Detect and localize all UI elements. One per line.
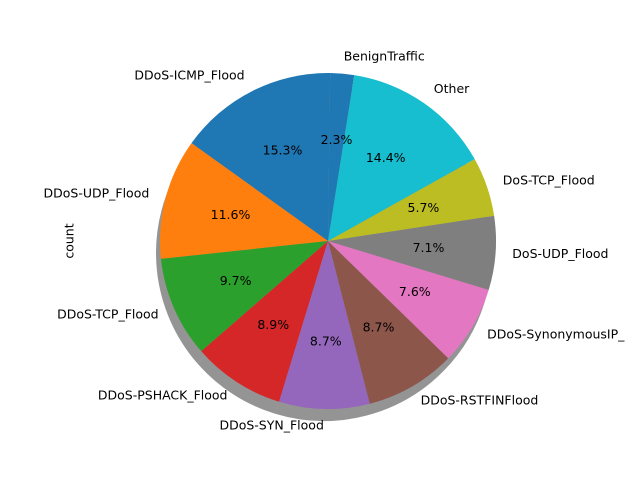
pie-slice-label: DDoS-TCP_Flood bbox=[57, 306, 159, 321]
pie-percent-label: 7.1% bbox=[413, 240, 445, 255]
pie-percent-label: 14.4% bbox=[366, 150, 406, 165]
pie-slice bbox=[201, 241, 328, 402]
pie-percent-label: 7.6% bbox=[399, 284, 431, 299]
pie-percent-label: 2.3% bbox=[321, 132, 353, 147]
pie-slice bbox=[160, 143, 328, 259]
pie-slice bbox=[328, 241, 489, 359]
pie-slice-label: BenignTraffic bbox=[344, 48, 425, 63]
pie-slice bbox=[328, 159, 495, 241]
pie-percent-label: 11.6% bbox=[211, 207, 251, 222]
pie-percent-label: 5.7% bbox=[408, 200, 440, 215]
pie-slice-label: DDoS-SynonymousIP_ bbox=[487, 327, 625, 342]
pie-percent-labels: 2.3% 15.3% 11.6% 9.7% 8.9% 8.7% 8.7% 7.6% 7.1% 5.… bbox=[211, 132, 445, 348]
pie-percent-label: 8.7% bbox=[363, 320, 395, 335]
y-axis-label: count bbox=[62, 223, 77, 258]
pie-slice-labels: BenignTraffic DDoS-ICMP_Flood DDoS-UDP_Flo… bbox=[43, 48, 625, 432]
pie-slice bbox=[328, 73, 355, 241]
pie-percent-label: 8.9% bbox=[257, 317, 289, 332]
pie-slice bbox=[279, 241, 370, 409]
pie-slice-label: DDoS-PSHACK_Flood bbox=[98, 388, 228, 403]
pie-slice-label: Other bbox=[434, 81, 470, 96]
pie-slice bbox=[160, 241, 328, 352]
pie-slice bbox=[191, 72, 331, 242]
pie-slice bbox=[328, 241, 449, 404]
pie-percent-label: 9.7% bbox=[220, 273, 252, 288]
pie-slice-label: DDoS-RSTFINFlood bbox=[421, 392, 539, 407]
pie-slices bbox=[160, 72, 496, 409]
pie-slice bbox=[328, 215, 496, 290]
pie-percent-label: 15.3% bbox=[263, 143, 303, 158]
pie-slice-label: DDoS-UDP_Flood bbox=[43, 185, 149, 200]
pie-slice-label: DoS-UDP_Flood bbox=[512, 246, 608, 261]
pie-slice bbox=[328, 75, 475, 241]
pie-slice-label: DoS-TCP_Flood bbox=[503, 173, 595, 188]
pie-percent-label: 8.7% bbox=[310, 333, 342, 348]
pie-slice-label: DDoS-ICMP_Flood bbox=[134, 68, 244, 83]
pie-slice-label: DDoS-SYN_Flood bbox=[219, 417, 323, 432]
